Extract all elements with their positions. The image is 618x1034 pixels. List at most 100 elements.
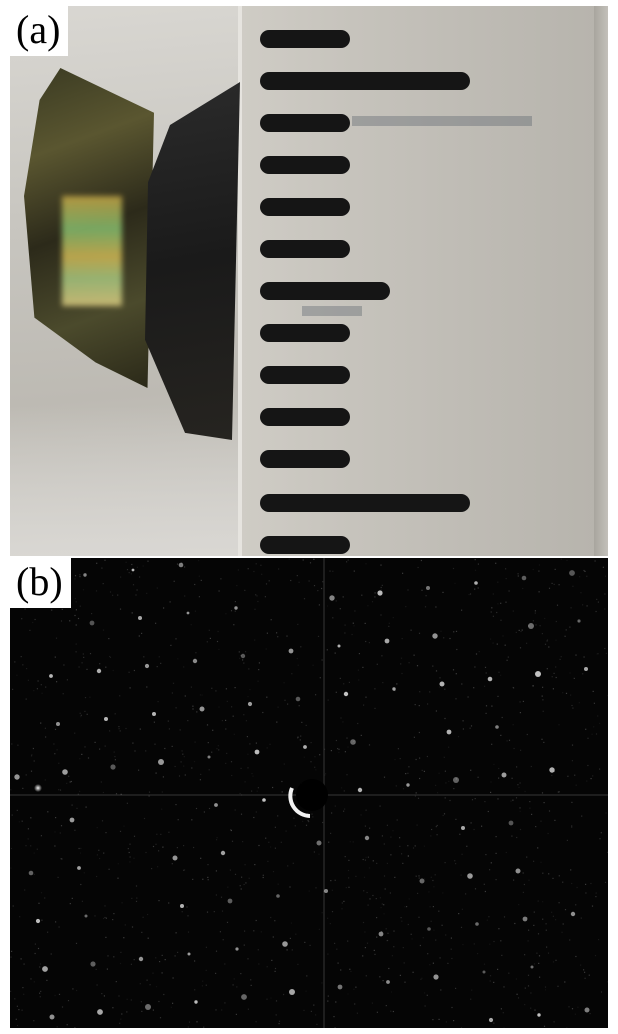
diffraction-spot bbox=[90, 961, 96, 967]
diffraction-spot bbox=[446, 729, 452, 735]
diffraction-spot bbox=[316, 840, 322, 846]
diffraction-spot bbox=[289, 989, 295, 995]
diffraction-spot bbox=[461, 826, 465, 830]
ruler-tick bbox=[260, 114, 350, 132]
ruler-edge bbox=[594, 6, 608, 556]
diffraction-spot bbox=[357, 787, 363, 793]
diffraction-spot bbox=[426, 586, 430, 590]
diffraction-spot bbox=[432, 633, 438, 639]
ruler-tick bbox=[260, 536, 350, 554]
diffraction-spot bbox=[69, 817, 75, 823]
diffraction-spot bbox=[247, 701, 253, 707]
diffraction-spot bbox=[110, 764, 116, 770]
diffraction-spot bbox=[295, 696, 301, 702]
background-noise bbox=[10, 558, 608, 1028]
panel-a-crystal-photo: 7 6 (a) bbox=[10, 6, 608, 556]
diffraction-spot bbox=[324, 889, 328, 893]
diffraction-spot bbox=[49, 1014, 55, 1020]
diffraction-spot bbox=[337, 984, 343, 990]
diffraction-spot bbox=[521, 575, 527, 581]
diffraction-spot bbox=[569, 570, 575, 576]
diffraction-spot bbox=[254, 749, 260, 755]
diffraction-spot bbox=[14, 774, 20, 780]
ruler: 7 6 bbox=[238, 6, 608, 556]
diffraction-spot bbox=[467, 873, 473, 879]
diffraction-spot bbox=[515, 868, 521, 874]
diffraction-spot bbox=[227, 898, 233, 904]
diffraction-spot bbox=[241, 994, 247, 1000]
diffraction-spot bbox=[77, 866, 81, 870]
ruler-tick bbox=[260, 198, 350, 216]
diffraction-spot bbox=[474, 581, 478, 585]
diffraction-spot bbox=[495, 725, 499, 729]
diffraction-spot bbox=[522, 916, 528, 922]
diffraction-spot bbox=[207, 755, 211, 759]
diffraction-spot bbox=[138, 616, 142, 620]
panel-a-label: (a) bbox=[10, 6, 69, 56]
diffraction-spot bbox=[343, 691, 349, 697]
diffraction-spot bbox=[453, 777, 459, 783]
diffraction-spot bbox=[138, 956, 144, 962]
diffraction-spot bbox=[172, 855, 178, 861]
ruler-tick bbox=[260, 450, 350, 468]
diffraction-spot bbox=[501, 772, 507, 778]
diffraction-spot bbox=[178, 562, 184, 568]
diffraction-spot bbox=[482, 970, 486, 974]
diffraction-spot bbox=[104, 717, 108, 721]
ruler-tick bbox=[260, 494, 470, 512]
diffraction-spot bbox=[378, 931, 384, 937]
diffraction-spot bbox=[84, 914, 88, 918]
diffraction-spot bbox=[192, 658, 198, 664]
ruler-tick bbox=[260, 240, 350, 258]
diffraction-spot bbox=[220, 850, 226, 856]
diffraction-spot bbox=[386, 980, 390, 984]
diffraction-spot bbox=[392, 687, 396, 691]
diffraction-spot bbox=[144, 663, 150, 669]
diffraction-spot bbox=[364, 835, 370, 841]
diffraction-spots bbox=[14, 562, 590, 1023]
ruler-tick bbox=[260, 156, 350, 174]
diffraction-spot bbox=[282, 941, 288, 947]
diffraction-spot bbox=[329, 595, 335, 601]
diffraction-spot bbox=[145, 1004, 151, 1010]
panel-b-diffraction-pattern: (b) bbox=[10, 558, 608, 1028]
diffraction-spot bbox=[439, 681, 445, 687]
diffraction-spot bbox=[187, 952, 191, 956]
diffraction-spot bbox=[584, 1007, 590, 1013]
diffraction-spot bbox=[276, 894, 280, 898]
panel-b-label: (b) bbox=[10, 558, 71, 608]
diffraction-spot bbox=[288, 648, 294, 654]
diffraction-spot bbox=[214, 803, 218, 807]
diffraction-spot bbox=[235, 947, 239, 951]
diffraction-spot bbox=[475, 922, 479, 926]
beam-stop-halo bbox=[288, 787, 311, 818]
ruler-tick bbox=[260, 408, 350, 426]
diffraction-spot bbox=[577, 619, 581, 623]
ruler-tick bbox=[260, 72, 470, 90]
diffraction-spot bbox=[97, 1009, 103, 1015]
diffraction-spot bbox=[384, 638, 390, 644]
diffraction-spot bbox=[62, 769, 68, 775]
diffraction-spot bbox=[570, 911, 576, 917]
diffraction-spot bbox=[83, 573, 87, 577]
diffraction-spot bbox=[131, 568, 135, 572]
diffraction-spot bbox=[42, 966, 48, 972]
diffraction-spot bbox=[549, 767, 555, 773]
diffraction-spot bbox=[487, 676, 493, 682]
bright-diffraction-spot bbox=[34, 784, 42, 792]
diffraction-spot bbox=[350, 739, 356, 745]
diffraction-spot bbox=[419, 878, 425, 884]
ruler-tick bbox=[260, 366, 350, 384]
diffraction-spot bbox=[530, 965, 534, 969]
diffraction-spot bbox=[240, 653, 246, 659]
diffraction-spot bbox=[528, 623, 534, 629]
diffraction-pattern-image bbox=[10, 558, 608, 1028]
diffraction-spot bbox=[152, 712, 156, 716]
ruler-smudge bbox=[352, 116, 532, 126]
diffraction-spot bbox=[199, 706, 205, 712]
diffraction-spot bbox=[488, 1017, 494, 1023]
diffraction-spot bbox=[377, 590, 383, 596]
diffraction-spot bbox=[303, 745, 307, 749]
diffraction-spot bbox=[337, 644, 341, 648]
ruler-tick bbox=[260, 324, 350, 342]
